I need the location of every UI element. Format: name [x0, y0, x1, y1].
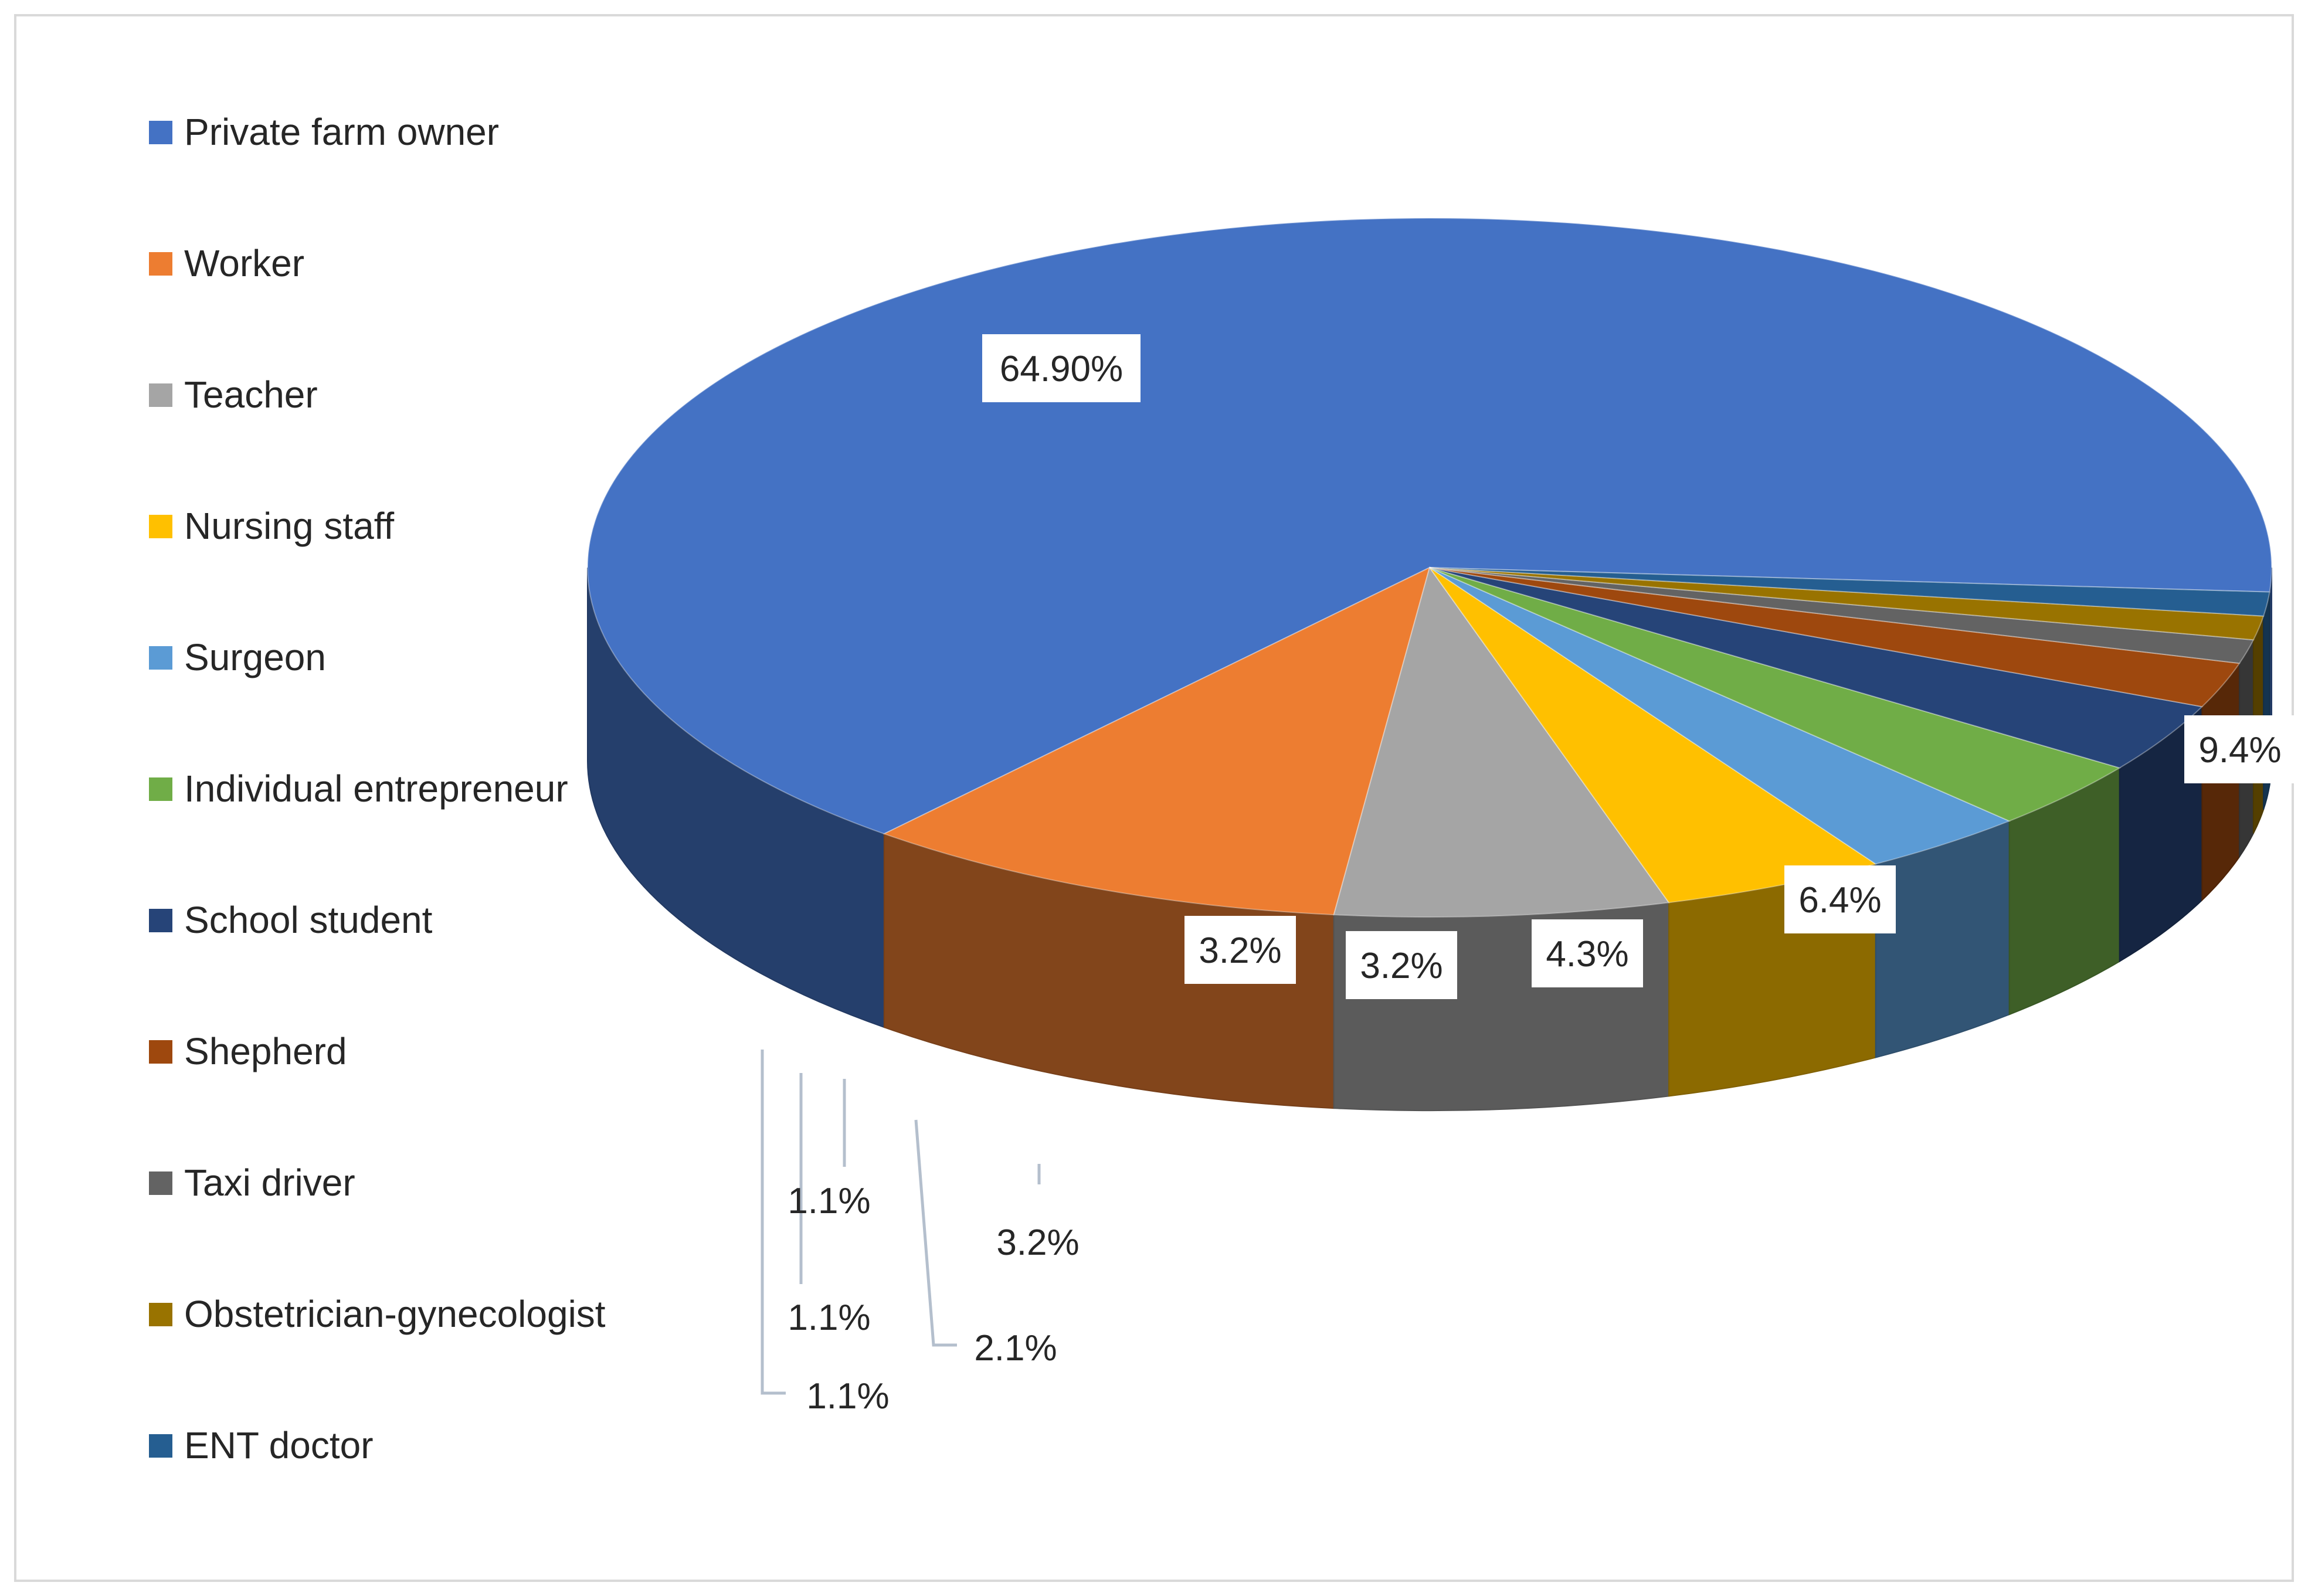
slice-obstetrician-gynecologist [1429, 567, 2265, 641]
data-label-surgeon: 3.2% [1360, 946, 1442, 986]
legend-swatch [149, 646, 172, 670]
slice-taxi-driver [1429, 567, 2255, 664]
data-label-individual-entrepreneur: 3.2% [1199, 931, 1281, 971]
legend-label: Shepherd [184, 1030, 347, 1072]
legend-swatch [149, 1040, 172, 1064]
legend-swatch [149, 777, 172, 801]
data-label-bg [1346, 931, 1457, 999]
data-label-ent-doctor: 1.1% [806, 1376, 889, 1417]
pie-slices [587, 217, 2272, 918]
slice-ent-doctor [1429, 567, 2270, 617]
slice-worker [883, 566, 1431, 916]
data-label-shepherd: 2.1% [974, 1328, 1057, 1369]
legend-label: Teacher [184, 373, 318, 416]
data-label-teacher: 6.4% [1798, 880, 1881, 921]
legend-swatch [149, 1434, 172, 1458]
slice-shepherd [1429, 567, 2241, 708]
data-label-bg [1532, 919, 1643, 987]
slice-individual-entrepreneur [1429, 567, 2122, 822]
data-label-private-farm-owner: 64.90% [1000, 349, 1123, 389]
legend-label: Individual entrepreneur [184, 768, 568, 810]
data-label-nursing-staff: 4.3% [1546, 934, 1628, 974]
slice-school-student [1429, 567, 2204, 769]
data-label-bg [2184, 715, 2296, 783]
leader-lines [761, 1050, 1041, 1395]
leader-line [761, 1050, 786, 1395]
legend-label: Taxi driver [184, 1162, 355, 1204]
slice-teacher [1333, 566, 1670, 918]
slice-surgeon [1429, 567, 2011, 865]
legend-swatch [149, 515, 172, 538]
legend-label: Nursing staff [184, 505, 395, 547]
data-label-worker: 9.4% [2198, 730, 2281, 770]
data-label-bg [982, 334, 1141, 402]
legend-label: ENT doctor [184, 1424, 374, 1466]
legend-swatch [149, 252, 172, 276]
legend-label: Obstetrician-gynecologist [184, 1293, 606, 1335]
data-label-bg [1784, 865, 1896, 933]
legend-swatch [149, 383, 172, 407]
legend-swatch [149, 909, 172, 932]
legend-label: School student [184, 899, 433, 941]
legend-swatch [149, 1303, 172, 1326]
data-label-obstetrician-gynecologist: 1.1% [788, 1298, 870, 1338]
legend-swatch [149, 1171, 172, 1195]
leader-line [914, 1119, 957, 1347]
legend-label: Worker [184, 242, 305, 284]
legend-label: Private farm owner [184, 111, 500, 153]
data-label-taxi-driver: 1.1% [788, 1181, 870, 1221]
data-label-bg [1184, 916, 1296, 984]
legend-label: Surgeon [184, 636, 326, 678]
data-label-school-student: 3.2% [996, 1223, 1079, 1263]
data-labels: 64.90% 9.4% 6.4% 4.3% 3.2% 3.2% 3.2% 2.1% 1.1% 1.… [788, 334, 2296, 1417]
legend-swatch [149, 121, 172, 144]
